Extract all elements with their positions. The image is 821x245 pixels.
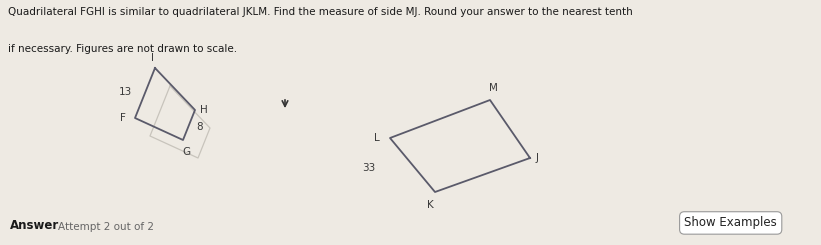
Text: 13: 13 xyxy=(119,87,132,97)
Text: J: J xyxy=(536,153,539,163)
Text: F: F xyxy=(120,113,126,123)
Text: if necessary. Figures are not drawn to scale.: if necessary. Figures are not drawn to s… xyxy=(8,44,237,54)
Text: M: M xyxy=(488,83,498,93)
Text: I: I xyxy=(150,53,154,63)
Text: Quadrilateral FGHI is similar to quadrilateral JKLM. Find the measure of side MJ: Quadrilateral FGHI is similar to quadril… xyxy=(8,7,633,17)
Text: L: L xyxy=(374,133,380,143)
Text: Attempt 2 out of 2: Attempt 2 out of 2 xyxy=(58,222,154,232)
Text: 8: 8 xyxy=(196,122,203,132)
Text: G: G xyxy=(182,147,190,157)
Text: 33: 33 xyxy=(362,163,375,173)
Text: K: K xyxy=(427,200,433,210)
Text: Answer: Answer xyxy=(10,219,59,232)
Text: H: H xyxy=(200,105,208,115)
